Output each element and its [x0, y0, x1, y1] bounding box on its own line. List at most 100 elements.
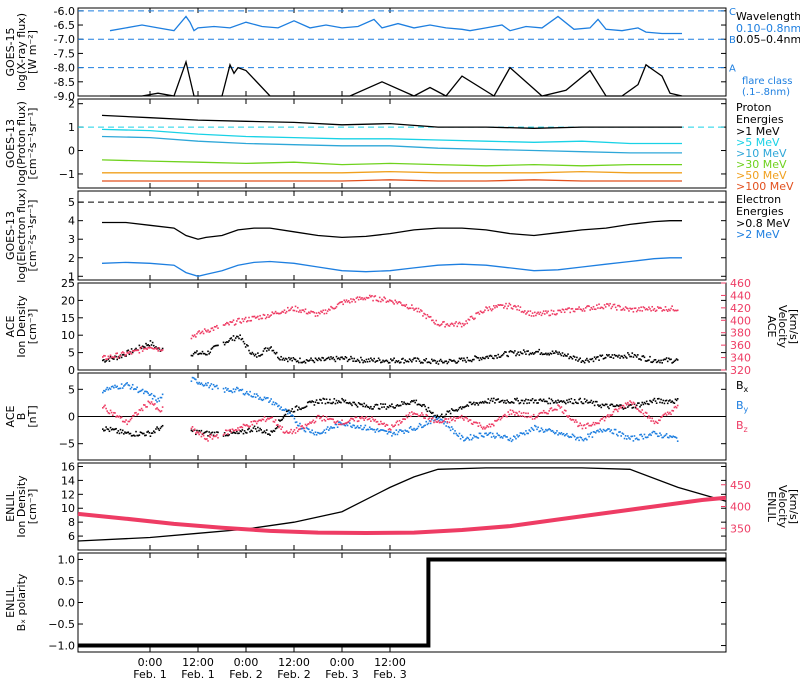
data-point: [495, 354, 497, 357]
data-point: [473, 434, 475, 437]
data-point: [642, 306, 645, 308]
data-point: [268, 316, 270, 319]
data-point: [140, 346, 143, 348]
x-tick-date: Feb. 3: [373, 668, 406, 680]
data-point: [198, 330, 200, 332]
data-point: [312, 311, 315, 313]
data-point: [364, 405, 367, 408]
data-point: [422, 404, 424, 406]
data-point: [578, 424, 580, 427]
data-point: [304, 308, 307, 311]
y-axis-label: log(Proton flux): [15, 101, 28, 186]
data-point: [520, 432, 523, 434]
data-point: [617, 304, 619, 307]
data-point: [556, 351, 558, 354]
data-point: [211, 438, 214, 440]
data-point: [434, 414, 436, 417]
data-point: [336, 420, 339, 422]
data-point: [283, 359, 286, 361]
data-point: [587, 402, 589, 404]
data-point: [387, 300, 390, 303]
data-point: [517, 399, 519, 402]
data-point: [160, 410, 163, 412]
data-point: [300, 428, 302, 430]
legend-entry: >100 MeV: [736, 180, 794, 193]
data-point: [368, 417, 371, 420]
data-point: [371, 416, 373, 419]
data-point: [607, 428, 609, 430]
data-point: [618, 431, 620, 433]
data-point: [485, 356, 487, 358]
data-point: [529, 430, 532, 433]
data-point: [234, 388, 237, 391]
data-point: [254, 353, 257, 356]
data-point: [661, 415, 663, 418]
data-point: [329, 358, 331, 361]
data-point: [574, 438, 577, 441]
data-point: [202, 432, 205, 435]
data-point: [195, 336, 197, 338]
data-point: [414, 308, 416, 310]
data-point: [547, 402, 549, 405]
data-point: [601, 306, 604, 309]
data-point: [466, 417, 469, 420]
data-point: [556, 312, 558, 315]
data-point: [666, 402, 669, 405]
legend-title: Energies: [736, 205, 784, 218]
data-point: [116, 358, 118, 361]
data-point: [104, 404, 106, 407]
data-point: [259, 355, 261, 357]
data-point: [536, 428, 538, 431]
data-point: [522, 402, 525, 405]
data-point: [139, 347, 142, 350]
data-point: [521, 352, 524, 355]
data-point: [637, 402, 639, 404]
data-point: [582, 402, 585, 405]
data-point: [502, 307, 505, 309]
data-point: [612, 410, 615, 413]
data-point: [562, 400, 565, 402]
data-point: [247, 345, 249, 347]
data-point: [129, 432, 132, 435]
data-point: [222, 387, 225, 390]
data-point: [362, 428, 364, 431]
data-point: [128, 384, 131, 387]
data-point: [191, 376, 194, 379]
data-point: [309, 400, 311, 403]
data-point: [281, 409, 284, 411]
data-point: [301, 309, 303, 311]
data-point: [419, 362, 422, 364]
data-point: [424, 405, 426, 408]
data-point: [201, 432, 204, 435]
data-point: [365, 429, 368, 431]
data-point: [653, 307, 656, 310]
data-point: [323, 359, 326, 362]
data-point: [571, 307, 574, 310]
data-point: [357, 420, 360, 422]
data-point: [418, 311, 421, 313]
data-point: [558, 401, 560, 403]
data-point: [349, 419, 351, 422]
data-point: [259, 419, 261, 421]
data-point: [549, 402, 552, 405]
data-point: [259, 396, 261, 399]
data-point: [444, 325, 446, 328]
data-point: [136, 349, 138, 352]
data-point: [570, 436, 573, 438]
data-point: [543, 353, 546, 356]
data-point: [608, 416, 610, 418]
data-point: [155, 428, 157, 430]
data-point: [535, 399, 537, 402]
data-point: [445, 360, 447, 363]
data-point: [572, 434, 575, 437]
data-point: [324, 402, 327, 405]
data-point: [416, 403, 419, 406]
data-point: [569, 435, 572, 438]
data-point: [332, 401, 334, 404]
data-point: [490, 309, 493, 312]
data-point: [674, 436, 677, 438]
data-point: [552, 409, 555, 411]
series-line->1 MeV: [101, 114, 682, 129]
data-point: [676, 398, 679, 400]
data-point: [437, 323, 440, 326]
